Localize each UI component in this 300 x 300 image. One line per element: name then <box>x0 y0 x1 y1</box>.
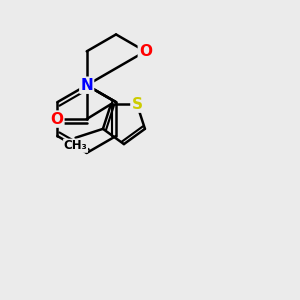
Text: CH₃: CH₃ <box>64 139 87 152</box>
Text: N: N <box>80 78 93 93</box>
Text: S: S <box>131 97 142 112</box>
Text: O: O <box>139 44 152 59</box>
Text: O: O <box>50 112 63 127</box>
